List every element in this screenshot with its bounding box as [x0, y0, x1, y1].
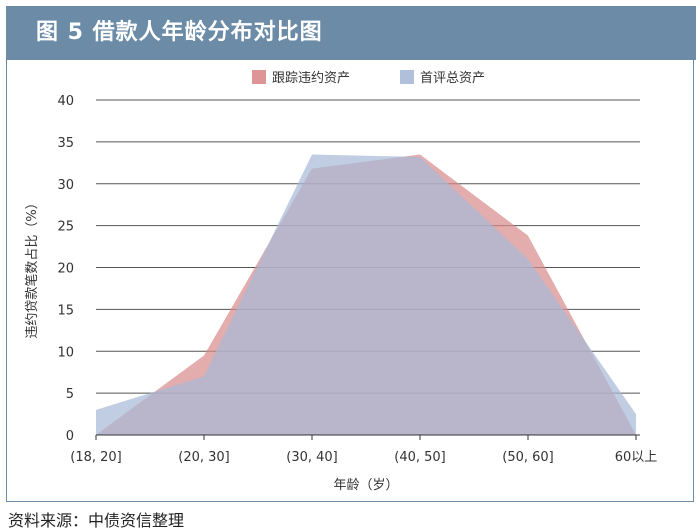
- y-tick-label: 35: [57, 136, 74, 151]
- legend: 跟踪违约资产 首评总资产: [252, 70, 485, 86]
- source-note: 资料来源：中债资信整理: [8, 511, 185, 530]
- x-tick-label: (20, 30]: [178, 450, 230, 465]
- legend-swatch: [252, 70, 266, 84]
- x-tick-label: (18, 20]: [70, 450, 122, 465]
- figure-title: 图 5 借款人年龄分布对比图: [36, 20, 323, 45]
- plot-areas: [96, 154, 636, 435]
- legend-swatch: [400, 70, 414, 84]
- x-axis-label: 年龄（岁）: [333, 478, 398, 493]
- y-tick-label: 15: [57, 303, 74, 318]
- y-tick-label: 30: [57, 178, 74, 193]
- area-series-total: [96, 154, 636, 435]
- y-tick-label: 40: [57, 94, 74, 109]
- figure-header: 图 5 借款人年龄分布对比图: [6, 6, 696, 60]
- x-tick-label: (50, 60]: [502, 450, 554, 465]
- plot-frame: [6, 60, 694, 502]
- x-tick-label: (40, 50]: [394, 450, 446, 465]
- x-tick-label: 60以上: [615, 450, 658, 465]
- y-tick-label: 5: [66, 387, 74, 402]
- y-tick-label: 10: [57, 345, 74, 360]
- y-axis-label: 违约贷款笔数占比（%）: [24, 196, 40, 338]
- y-tick-label: 20: [57, 262, 74, 277]
- y-axis-ticks: 0 5 10 15 20 25 30 35 40: [57, 94, 74, 444]
- x-tick-label: (30, 40]: [286, 450, 338, 465]
- legend-label: 首评总资产: [420, 71, 485, 86]
- x-axis-ticks: (18, 20] (20, 30] (30, 40] (40, 50] (50, 60]…: [70, 435, 657, 465]
- legend-label: 跟踪违约资产: [272, 71, 350, 86]
- y-tick-label: 0: [66, 429, 74, 444]
- y-tick-label: 25: [57, 220, 74, 235]
